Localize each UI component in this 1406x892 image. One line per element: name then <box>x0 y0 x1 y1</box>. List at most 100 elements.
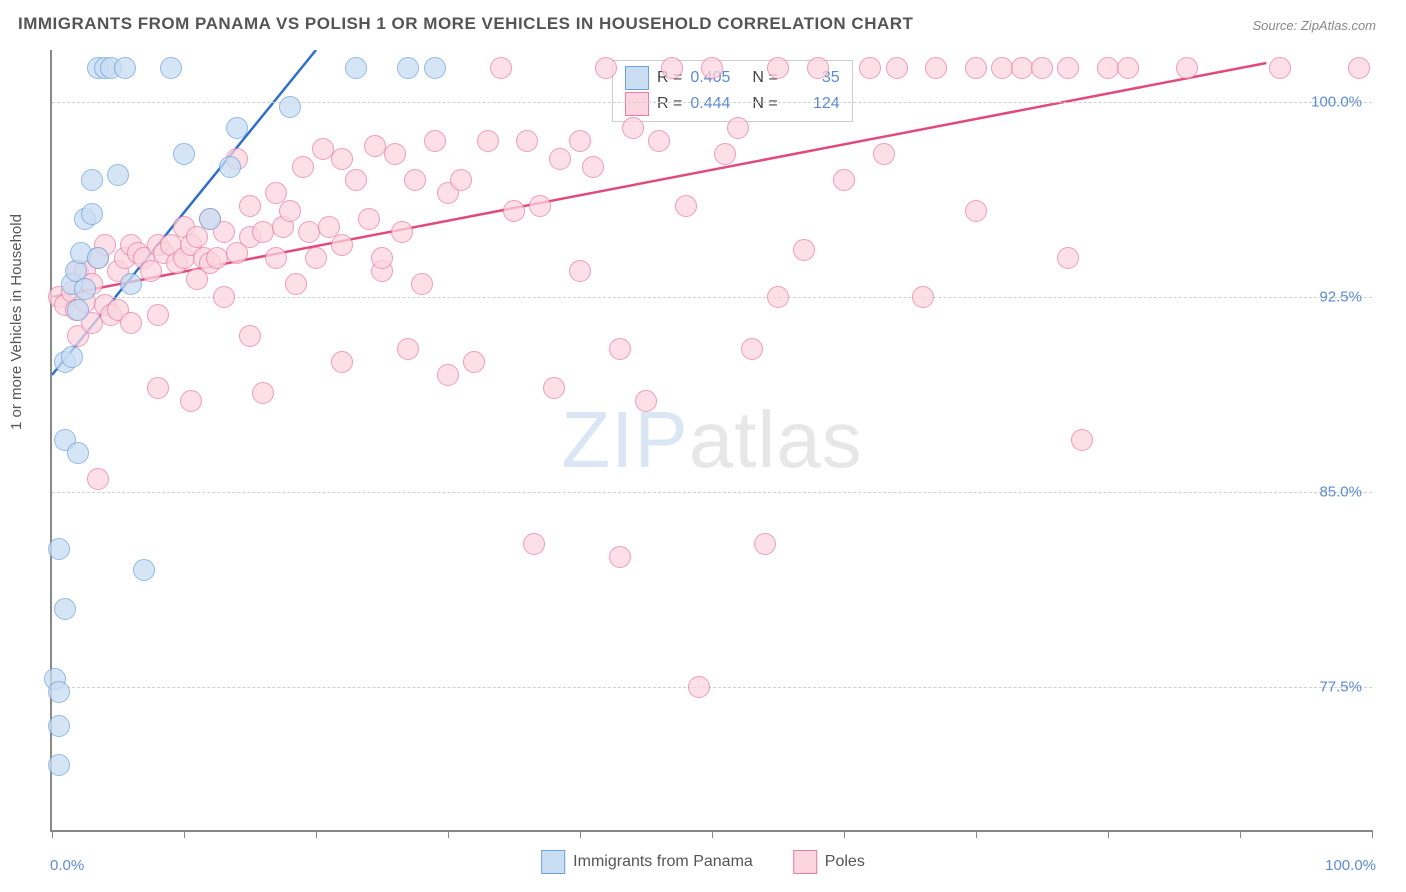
data-point <box>714 143 736 165</box>
data-point <box>199 208 221 230</box>
data-point <box>807 57 829 79</box>
legend-item-panama: Immigrants from Panama <box>541 850 753 874</box>
swatch-icon <box>625 92 649 116</box>
data-point <box>404 169 426 191</box>
data-point <box>345 169 367 191</box>
data-point <box>549 148 571 170</box>
data-point <box>688 676 710 698</box>
data-point <box>833 169 855 191</box>
data-point <box>503 200 525 222</box>
data-point <box>793 239 815 261</box>
plot-area: ZIPatlas R = 0.405 N = 35 R = 0.444 N = … <box>50 50 1372 832</box>
data-point <box>635 390 657 412</box>
y-tick-label: 92.5% <box>1319 289 1362 306</box>
data-point <box>648 130 670 152</box>
n-label: N = <box>752 95 777 113</box>
data-point <box>213 286 235 308</box>
data-point <box>965 200 987 222</box>
data-point <box>345 57 367 79</box>
x-tick <box>448 830 449 838</box>
data-point <box>331 234 353 256</box>
data-point <box>252 221 274 243</box>
data-point <box>1031 57 1053 79</box>
data-point <box>48 754 70 776</box>
y-axis-label: 1 or more Vehicles in Household <box>8 214 25 430</box>
data-point <box>569 260 591 282</box>
data-point <box>114 57 136 79</box>
data-point <box>622 117 644 139</box>
data-point <box>279 96 301 118</box>
data-point <box>397 57 419 79</box>
data-point <box>397 338 419 360</box>
data-point <box>886 57 908 79</box>
data-point <box>87 247 109 269</box>
r-label: R = <box>657 95 682 113</box>
trend-lines <box>52 50 1372 830</box>
swatch-icon <box>541 850 565 874</box>
swatch-icon <box>793 850 817 874</box>
x-tick <box>52 830 53 838</box>
data-point <box>364 135 386 157</box>
x-tick <box>184 830 185 838</box>
x-axis-min-label: 0.0% <box>50 857 84 874</box>
data-point <box>67 299 89 321</box>
data-point <box>48 538 70 560</box>
swatch-icon <box>625 66 649 90</box>
data-point <box>1269 57 1291 79</box>
y-tick-label: 100.0% <box>1311 94 1362 111</box>
data-point <box>424 130 446 152</box>
x-tick <box>1108 830 1109 838</box>
data-point <box>767 286 789 308</box>
data-point <box>120 312 142 334</box>
data-point <box>437 364 459 386</box>
data-point <box>859 57 881 79</box>
data-point <box>741 338 763 360</box>
bottom-legend: Immigrants from Panama Poles <box>541 850 865 874</box>
data-point <box>1176 57 1198 79</box>
data-point <box>991 57 1013 79</box>
x-axis-max-label: 100.0% <box>1325 857 1376 874</box>
data-point <box>1348 57 1370 79</box>
data-point <box>298 221 320 243</box>
data-point <box>675 195 697 217</box>
data-point <box>312 138 334 160</box>
legend-item-poles: Poles <box>793 850 865 874</box>
grid-line <box>52 102 1372 103</box>
data-point <box>411 273 433 295</box>
data-point <box>490 57 512 79</box>
data-point <box>107 164 129 186</box>
data-point <box>463 351 485 373</box>
data-point <box>120 273 142 295</box>
data-point <box>701 57 723 79</box>
grid-line <box>52 492 1372 493</box>
data-point <box>87 468 109 490</box>
legend-row-poles: R = 0.444 N = 124 <box>625 91 840 117</box>
data-point <box>54 598 76 620</box>
data-point <box>1117 57 1139 79</box>
data-point <box>81 169 103 191</box>
data-point <box>331 351 353 373</box>
x-tick <box>1372 830 1373 838</box>
data-point <box>965 57 987 79</box>
data-point <box>516 130 538 152</box>
chart-title: IMMIGRANTS FROM PANAMA VS POLISH 1 OR MO… <box>18 14 913 34</box>
y-tick-label: 77.5% <box>1319 679 1362 696</box>
data-point <box>477 130 499 152</box>
data-point <box>582 156 604 178</box>
data-point <box>147 377 169 399</box>
data-point <box>609 338 631 360</box>
data-point <box>48 681 70 703</box>
data-point <box>226 117 248 139</box>
data-point <box>767 57 789 79</box>
data-point <box>173 143 195 165</box>
x-tick <box>580 830 581 838</box>
grid-line <box>52 297 1372 298</box>
data-point <box>595 57 617 79</box>
data-point <box>873 143 895 165</box>
data-point <box>265 247 287 269</box>
data-point <box>186 226 208 248</box>
data-point <box>1011 57 1033 79</box>
data-point <box>279 200 301 222</box>
x-tick <box>844 830 845 838</box>
n-value: 124 <box>786 95 840 113</box>
